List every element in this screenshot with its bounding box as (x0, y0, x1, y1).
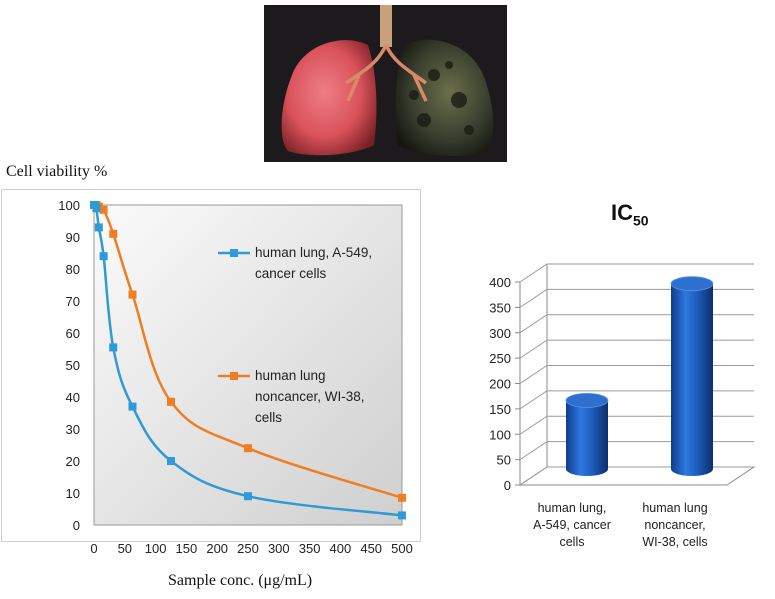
line-y-tick-label: 100 (58, 198, 80, 213)
line-x-tick-label: 150 (176, 541, 198, 556)
line-series-group (90, 201, 406, 520)
bar-gridline (519, 288, 754, 308)
line-point-0 (167, 457, 175, 465)
legend-marker-1 (230, 372, 238, 380)
bar-gridline (519, 390, 754, 410)
bar-cylinder-1 (670, 276, 714, 476)
line-point-1 (167, 397, 175, 406)
line-point-0 (92, 204, 101, 213)
line-plot-area (93, 204, 403, 526)
bar-category-line: cells (559, 535, 585, 549)
line-x-axis-label: Sample conc. (μg/mL) (168, 572, 313, 589)
line-y-tick-label: 80 (66, 262, 80, 277)
bar-category-line: A-549, cancer (533, 518, 611, 532)
bar-cylinders (565, 276, 714, 476)
line-x-tick-label: 300 (268, 541, 290, 556)
bar-category-label-noncancer: human lung noncancer, WI-38, cells (620, 500, 730, 551)
bar-y-tick-label: 350 (489, 300, 511, 315)
line-legend (218, 249, 250, 380)
bar-top-0 (565, 392, 609, 408)
bar-y-tick-label: 250 (489, 351, 511, 366)
bar-y-tick-label: 400 (489, 275, 511, 290)
bar-y-tick-label: 100 (489, 427, 511, 442)
bar-y-ticks: 0 50 100 150 200 250 300 350 400 (489, 263, 754, 493)
line-y-tick-label: 40 (66, 390, 80, 405)
line-y-tick-label: 10 (66, 486, 80, 501)
bar-gridline (519, 365, 754, 384)
line-x-ticks: 0 50 100 150 200 250 300 350 400 450 500 (90, 541, 412, 556)
bar-category-line: human lung (642, 501, 708, 515)
line-y-tick-label: 70 (66, 294, 80, 309)
bar-y-tick-label: 300 (489, 326, 511, 341)
bar-3d-frame (518, 264, 756, 486)
bar-gridline (519, 339, 754, 359)
lung-illustration (264, 5, 507, 162)
line-point-1 (128, 290, 137, 299)
line-x-tick-label: 450 (360, 541, 382, 556)
bar-category-label-cancer: human lung, A-549, cancer cells (517, 500, 627, 551)
bar-gridline (519, 263, 754, 283)
bar-gridline (519, 441, 754, 461)
line-y-tick-label: 90 (66, 230, 80, 245)
diseased-spots (409, 61, 474, 135)
line-point-1 (109, 229, 118, 238)
bar-chart-title-subscript: 50 (633, 212, 649, 229)
bar-cylinder-0 (565, 392, 609, 476)
line-y-tick-label: 0 (73, 518, 80, 533)
line-x-tick-label: 50 (118, 541, 132, 556)
trachea (380, 5, 392, 47)
bar-top-1 (670, 276, 714, 292)
line-point-0 (99, 252, 108, 261)
line-point-0 (244, 492, 252, 501)
bar-floor (518, 466, 756, 486)
line-y-ticks: 0 10 20 30 40 50 60 70 80 90 100 (58, 198, 80, 533)
bar-y-tick-label: 200 (489, 377, 511, 392)
bar-y-tick-label: 0 (504, 478, 511, 493)
line-point-1 (398, 493, 406, 502)
bronchi (345, 44, 428, 102)
legend-label-cancer: human lung, A-549, cancer cells (255, 245, 373, 281)
line-x-tick-label: 400 (330, 541, 352, 556)
line-y-tick-label: 30 (66, 422, 80, 437)
legend-marker-0 (230, 249, 238, 257)
line-x-tick-label: 250 (237, 541, 259, 556)
line-point-0 (128, 402, 137, 411)
bar-chart-title-main: IC (611, 200, 633, 225)
line-point-0 (94, 223, 103, 232)
bar-gridline (519, 466, 754, 486)
bar-y-tick-label: 50 (497, 453, 511, 468)
line-y-axis-label: Cell viability % (6, 163, 108, 180)
line-y-tick-label: 60 (66, 326, 80, 341)
line-point-0 (109, 343, 118, 352)
line-y-tick-label: 20 (66, 454, 80, 469)
bar-body-1 (671, 283, 713, 476)
line-point-0 (398, 511, 406, 520)
line-x-tick-label: 200 (206, 541, 228, 556)
line-point-1 (244, 444, 252, 453)
line-y-tick-label: 50 (66, 358, 80, 373)
healthy-lung (281, 40, 377, 156)
line-x-tick-label: 0 (90, 541, 97, 556)
line-point-1 (99, 205, 108, 214)
bar-chart-title: IC50 (611, 200, 649, 228)
line-x-tick-label: 100 (145, 541, 167, 556)
bar-category-line: noncancer, (644, 518, 706, 532)
bar-body-0 (566, 400, 608, 476)
bar-category-line: human lung, (537, 501, 607, 515)
line-x-tick-label: 500 (391, 541, 413, 556)
bar-category-line: WI-38, cells (642, 535, 708, 549)
bar-gridline (519, 415, 754, 435)
legend-label-noncancer: human lung noncancer, WI-38, cells (255, 368, 365, 425)
line-x-tick-label: 350 (299, 541, 321, 556)
bar-gridline (519, 314, 754, 334)
bar-y-tick-label: 150 (489, 402, 511, 417)
